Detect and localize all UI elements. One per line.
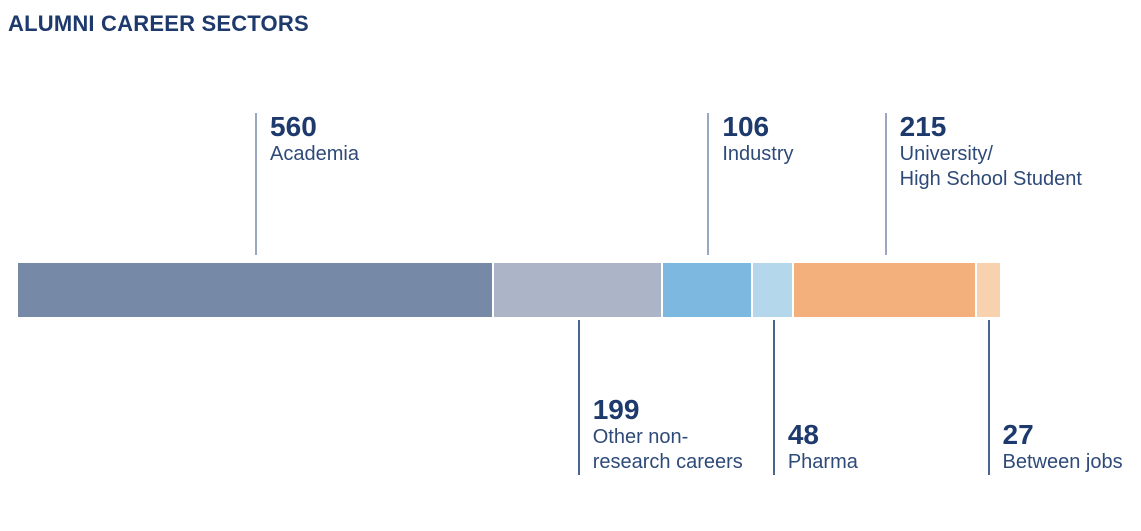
callout-other-non-research: 199 Other non- research careers: [577, 320, 743, 476]
callout-line: [707, 113, 710, 255]
callout-label: Academia: [270, 143, 359, 165]
callout-label: Pharma: [787, 451, 858, 473]
callout-line: [772, 320, 775, 475]
bar-segment-between-jobs: [976, 263, 1000, 317]
callout-label: Industry: [722, 143, 794, 165]
callout-university-high-school: 215 University/ High School Student: [884, 111, 1082, 255]
callout-line: [577, 320, 580, 475]
callout-between-jobs: 27 Between jobs: [987, 320, 1123, 476]
bar-segment-pharma: [753, 263, 795, 317]
chart-title: ALUMNI CAREER SECTORS: [8, 11, 309, 36]
callout-label: High School Student: [899, 168, 1082, 190]
callout-value: 48: [787, 419, 819, 450]
callout-industry: 106 Industry: [707, 111, 794, 255]
callout-line: [987, 320, 990, 475]
callout-pharma: 48 Pharma: [772, 320, 858, 476]
callout-label: research careers: [592, 451, 743, 473]
stacked-bar: [18, 263, 1000, 317]
callout-label: Between jobs: [1002, 451, 1123, 473]
callout-value: 560: [270, 111, 317, 142]
callout-label: Other non-: [592, 426, 689, 448]
callout-label: University/: [899, 143, 993, 165]
bar-segment-university-high-school: [794, 263, 977, 317]
callout-value: 199: [592, 394, 640, 425]
callout-academia: 560 Academia: [255, 111, 359, 255]
bar-segment-other-non-research: [494, 263, 664, 317]
callout-value: 27: [1002, 419, 1034, 450]
callout-value: 215: [899, 111, 947, 142]
callout-value: 106: [722, 111, 770, 142]
bar-segment-industry: [663, 263, 754, 317]
callout-line: [255, 113, 258, 255]
callout-line: [884, 113, 887, 255]
bar-segment-academia: [18, 263, 495, 317]
